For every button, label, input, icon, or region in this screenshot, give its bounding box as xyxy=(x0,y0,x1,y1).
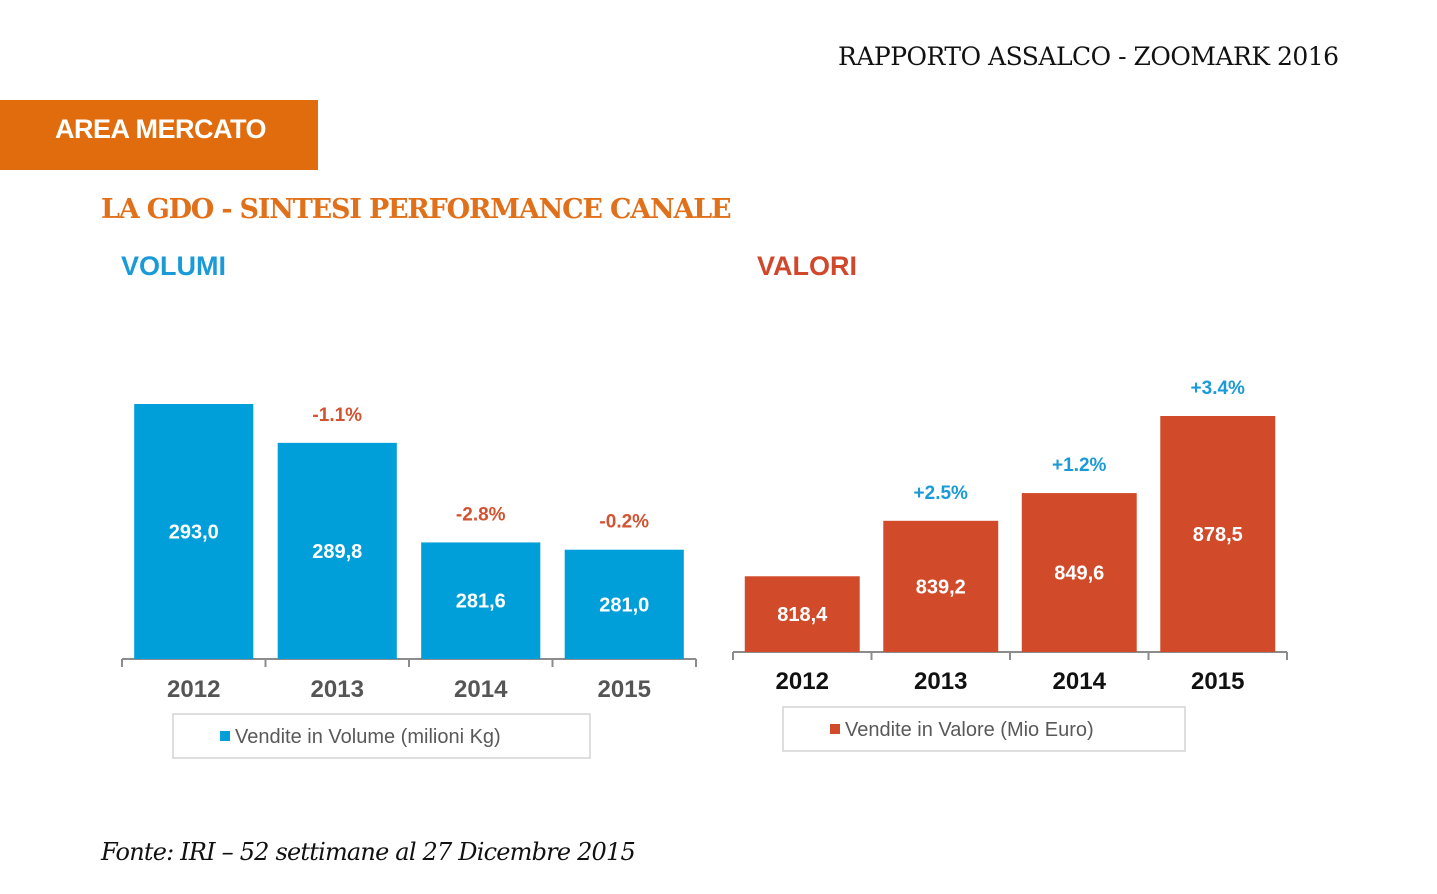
value-bar-2014 xyxy=(1021,493,1137,652)
value-change-label: +1.2% xyxy=(1052,455,1107,476)
value-legend-swatch xyxy=(830,724,840,734)
volume-category-label: 2014 xyxy=(454,676,508,703)
value-legend-box xyxy=(782,706,1186,752)
volume-legend-box xyxy=(172,713,591,759)
value-change-label: +3.4% xyxy=(1191,378,1246,399)
value-bar-2012 xyxy=(744,576,860,652)
value-category-label: 2013 xyxy=(914,668,967,695)
section-title: LA GDO - SINTESI PERFORMANCE CANALE xyxy=(101,194,732,225)
volume-category-label: 2012 xyxy=(167,676,220,703)
value-legend-label: Vendite in Valore (Mio Euro) xyxy=(845,719,1094,741)
value-category-label: 2012 xyxy=(776,668,829,695)
volume-bar-2013 xyxy=(277,442,397,659)
value-bar-chart: 818,4 2012 839,2 +2.5% 2013 849,6 +1.2% 2014 878… xyxy=(732,378,1288,752)
volume-bar-2014 xyxy=(421,542,541,659)
value-value-label: 878,5 xyxy=(1193,524,1243,546)
volume-bar-2012 xyxy=(134,404,254,659)
volume-value-label: 281,0 xyxy=(599,594,649,616)
volume-chart-title: VOLUMI xyxy=(121,251,226,281)
volume-change-label: -0.2% xyxy=(599,512,649,533)
volume-category-label: 2013 xyxy=(311,676,364,703)
value-value-label: 818,4 xyxy=(777,604,828,626)
volume-value-label: 293,0 xyxy=(169,522,219,544)
source-note: Fonte: IRI – 52 settimane al 27 Dicembre… xyxy=(101,838,636,866)
report-title: RAPPORTO ASSALCO - ZOOMARK 2016 xyxy=(838,42,1339,71)
volume-value-label: 281,6 xyxy=(456,591,506,613)
value-bar-2015 xyxy=(1160,416,1276,652)
area-label: AREA MERCATO xyxy=(55,114,267,144)
value-category-label: 2014 xyxy=(1053,668,1107,695)
volume-change-label: -2.8% xyxy=(456,504,506,525)
value-category-label: 2015 xyxy=(1191,668,1244,695)
volume-change-label: -1.1% xyxy=(312,405,362,426)
volume-value-label: 289,8 xyxy=(312,541,362,563)
value-bar-2013 xyxy=(883,520,999,652)
volume-category-label: 2015 xyxy=(598,676,651,703)
volume-legend-label: Vendite in Volume (milioni Kg) xyxy=(235,726,501,748)
value-value-label: 839,2 xyxy=(916,576,966,598)
value-chart-title: VALORI xyxy=(757,251,857,281)
volume-legend-swatch xyxy=(220,731,230,741)
value-change-label: +2.5% xyxy=(914,483,969,504)
area-banner: AREA MERCATO xyxy=(0,100,318,170)
volume-bar-2015 xyxy=(564,549,684,659)
value-value-label: 849,6 xyxy=(1054,563,1104,585)
volume-bar-chart: 293,0 2012 289,8 -1.1% 2013 281,6 -2.8% 2014 281… xyxy=(121,404,697,759)
